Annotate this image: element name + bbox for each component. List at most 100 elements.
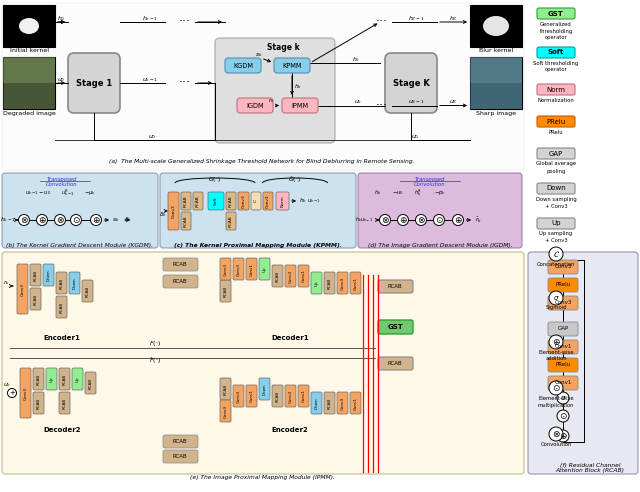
Text: $\odot$: $\odot$ [559, 411, 568, 421]
FancyBboxPatch shape [72, 368, 83, 390]
Circle shape [70, 215, 81, 225]
Text: Soft: Soft [548, 50, 564, 56]
Text: Soft thresholding: Soft thresholding [533, 61, 579, 65]
Text: Conv3: Conv3 [223, 262, 227, 276]
Text: $u_{K-1}$: $u_{K-1}$ [408, 98, 424, 106]
Text: KGDM: KGDM [233, 62, 253, 68]
Text: $u_0$: $u_0$ [411, 133, 419, 141]
Text: Conv1: Conv1 [554, 380, 572, 386]
FancyBboxPatch shape [193, 192, 203, 210]
Circle shape [415, 215, 426, 225]
FancyBboxPatch shape [225, 58, 261, 73]
Circle shape [397, 215, 408, 225]
FancyBboxPatch shape [276, 192, 289, 210]
Text: Convolution: Convolution [540, 441, 572, 447]
Circle shape [90, 215, 102, 225]
Bar [470, 57, 522, 83]
Text: +: + [9, 390, 15, 396]
FancyBboxPatch shape [548, 260, 578, 274]
Text: $\delta_k$: $\delta_k$ [124, 215, 132, 224]
Text: Up: Up [262, 266, 266, 272]
Text: Conv3: Conv3 [24, 386, 28, 400]
FancyBboxPatch shape [238, 192, 249, 210]
Ellipse shape [483, 16, 509, 36]
Text: $r_k$: $r_k$ [3, 278, 11, 287]
Text: Conv3: Conv3 [223, 404, 227, 418]
Text: Transposed: Transposed [47, 177, 77, 182]
Text: $\otimes$: $\otimes$ [417, 215, 426, 225]
Text: $\odot$: $\odot$ [72, 215, 81, 225]
Text: Sigmoid: Sigmoid [545, 306, 567, 310]
Text: KPMM: KPMM [282, 62, 301, 68]
Text: $r_k$: $r_k$ [268, 96, 275, 105]
FancyBboxPatch shape [59, 368, 70, 390]
Text: Conv1: Conv1 [266, 194, 270, 208]
Text: $h_k^R$: $h_k^R$ [414, 187, 422, 198]
FancyBboxPatch shape [537, 148, 575, 159]
FancyBboxPatch shape [220, 400, 231, 422]
FancyBboxPatch shape [160, 173, 356, 248]
FancyBboxPatch shape [337, 272, 348, 294]
Text: Down: Down [262, 383, 266, 395]
Text: $\otimes$: $\otimes$ [552, 429, 561, 439]
FancyBboxPatch shape [311, 272, 322, 294]
Text: Norm: Norm [547, 87, 566, 92]
Bar [3, 83, 55, 109]
Text: Down: Down [47, 269, 51, 281]
Text: RCAB: RCAB [33, 270, 38, 280]
Text: Conv1: Conv1 [250, 263, 253, 276]
FancyBboxPatch shape [378, 280, 413, 293]
Text: $\sigma$: $\sigma$ [553, 294, 559, 302]
Text: $s_k$: $s_k$ [112, 216, 120, 224]
FancyBboxPatch shape [20, 368, 31, 418]
FancyBboxPatch shape [163, 450, 198, 463]
FancyBboxPatch shape [537, 8, 575, 19]
FancyBboxPatch shape [337, 392, 348, 414]
Text: thresholding: thresholding [540, 29, 573, 33]
Text: Stage K: Stage K [392, 79, 429, 88]
FancyBboxPatch shape [298, 265, 309, 287]
FancyBboxPatch shape [181, 192, 191, 210]
Ellipse shape [19, 18, 39, 34]
Text: RCAB: RCAB [86, 285, 90, 297]
Text: $h_{K-1}$: $h_{K-1}$ [408, 15, 424, 24]
Text: RCAB: RCAB [60, 302, 63, 312]
FancyBboxPatch shape [43, 264, 54, 286]
FancyBboxPatch shape [220, 378, 231, 400]
Text: Conv1: Conv1 [250, 390, 253, 402]
Text: Conv3: Conv3 [289, 270, 292, 282]
FancyBboxPatch shape [220, 258, 231, 280]
Text: Up: Up [314, 280, 319, 286]
Text: ···: ··· [179, 16, 191, 29]
Text: $F(\cdot)$: $F(\cdot)$ [149, 339, 161, 348]
FancyBboxPatch shape [168, 192, 179, 230]
Text: $\hat{r}_k$: $\hat{r}_k$ [476, 215, 483, 225]
Text: $\delta_k$: $\delta_k$ [159, 211, 167, 219]
FancyBboxPatch shape [285, 265, 296, 287]
Text: Conv1: Conv1 [554, 344, 572, 349]
Text: GAP: GAP [557, 327, 568, 332]
Text: Stage k: Stage k [267, 43, 300, 53]
Text: $h_{k-1}$: $h_{k-1}$ [0, 215, 16, 224]
Text: (c) The Kernel Proximal Mapping Module (KPMM).: (c) The Kernel Proximal Mapping Module (… [174, 243, 342, 247]
Bar [3, 57, 55, 83]
Text: $\otimes$: $\otimes$ [20, 215, 28, 225]
Text: ···: ··· [376, 99, 388, 112]
Text: Element-wise: Element-wise [538, 349, 574, 355]
FancyBboxPatch shape [233, 385, 244, 407]
Text: $h_k$: $h_k$ [299, 196, 307, 206]
Text: $\oplus$: $\oplus$ [38, 215, 46, 225]
Text: RCAB: RCAB [275, 390, 280, 401]
Text: $G(\cdot)$: $G(\cdot)$ [209, 176, 221, 184]
Text: RCAB: RCAB [173, 454, 188, 459]
Text: $\odot$: $\odot$ [435, 215, 444, 225]
FancyBboxPatch shape [537, 218, 575, 229]
Text: $\oplus$: $\oplus$ [454, 215, 462, 225]
Text: operator: operator [545, 35, 568, 40]
FancyBboxPatch shape [548, 278, 578, 292]
Text: multiplication: multiplication [538, 402, 574, 407]
Text: $u_K$: $u_K$ [449, 98, 458, 106]
FancyBboxPatch shape [537, 47, 575, 58]
Text: + Conv3: + Conv3 [545, 239, 567, 244]
Text: RCAB: RCAB [36, 373, 40, 385]
